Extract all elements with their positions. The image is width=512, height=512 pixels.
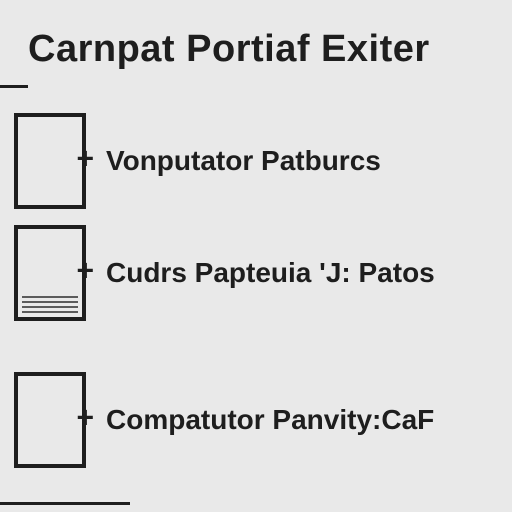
row-label-tail: Patos — [351, 257, 435, 288]
row-label-main: Cudrs Papteuia 'J: — [106, 257, 351, 288]
decoration-line — [22, 311, 78, 313]
row-label: Compatutor Panvity:CaF — [106, 404, 434, 436]
plus-icon: + — [76, 142, 94, 176]
decoration-line — [22, 306, 78, 308]
diagram-row: + Compatutor Panvity:CaF — [14, 372, 434, 468]
page-title: Carnpat Portiaf Exiter — [28, 28, 430, 71]
row-label-main: Vonputator Patburcs — [106, 145, 381, 176]
checkbox-outline: + — [14, 113, 86, 209]
row-label-main: Compatutor Panvity: — [106, 404, 381, 435]
box-lines-decoration — [22, 296, 78, 313]
checkbox-outline: + — [14, 372, 86, 468]
diagram-row: + Vonputator Patburcs — [14, 113, 381, 209]
row-label-tail: CaF — [381, 404, 434, 435]
decoration-line — [22, 296, 78, 298]
decoration-line — [22, 301, 78, 303]
plus-icon: + — [76, 254, 94, 288]
diagram-row: + Cudrs Papteuia 'J: Patos — [14, 225, 435, 321]
plus-icon: + — [76, 401, 94, 435]
checkbox-outline: + — [14, 225, 86, 321]
top-rule — [0, 85, 28, 88]
diagram-page: Carnpat Portiaf Exiter + Vonputator Patb… — [0, 0, 512, 512]
row-label: Cudrs Papteuia 'J: Patos — [106, 257, 435, 289]
row-label: Vonputator Patburcs — [106, 145, 381, 177]
bottom-rule — [0, 502, 130, 505]
